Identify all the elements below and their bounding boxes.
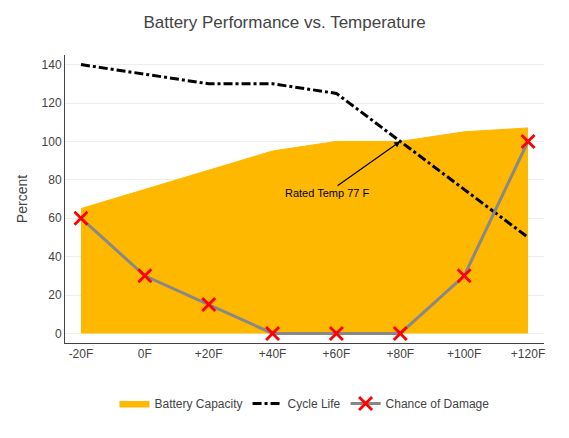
svg-text:+80F: +80F	[386, 347, 414, 361]
svg-text:+40F: +40F	[259, 347, 287, 361]
svg-text:120: 120	[42, 96, 62, 110]
svg-text:100: 100	[42, 135, 62, 149]
svg-text:Rated Temp 77 F: Rated Temp 77 F	[285, 187, 369, 199]
svg-text:0F: 0F	[138, 347, 152, 361]
svg-text:0: 0	[55, 327, 62, 341]
svg-text:+20F: +20F	[195, 347, 223, 361]
svg-text:+60F: +60F	[323, 347, 351, 361]
svg-text:Battery Capacity: Battery Capacity	[155, 397, 243, 411]
svg-text:Battery Performance vs. Temper: Battery Performance vs. Temperature	[143, 13, 425, 32]
svg-text:Chance of Damage: Chance of Damage	[386, 397, 490, 411]
svg-text:140: 140	[42, 58, 62, 72]
svg-text:Percent: Percent	[14, 175, 30, 223]
svg-text:40: 40	[48, 250, 62, 264]
svg-text:Cycle Life: Cycle Life	[288, 397, 341, 411]
svg-text:60: 60	[48, 211, 62, 225]
svg-text:80: 80	[48, 173, 62, 187]
svg-text:+120F: +120F	[511, 347, 545, 361]
svg-text:-20F: -20F	[69, 347, 94, 361]
svg-text:20: 20	[48, 288, 62, 302]
svg-text:+100F: +100F	[447, 347, 481, 361]
